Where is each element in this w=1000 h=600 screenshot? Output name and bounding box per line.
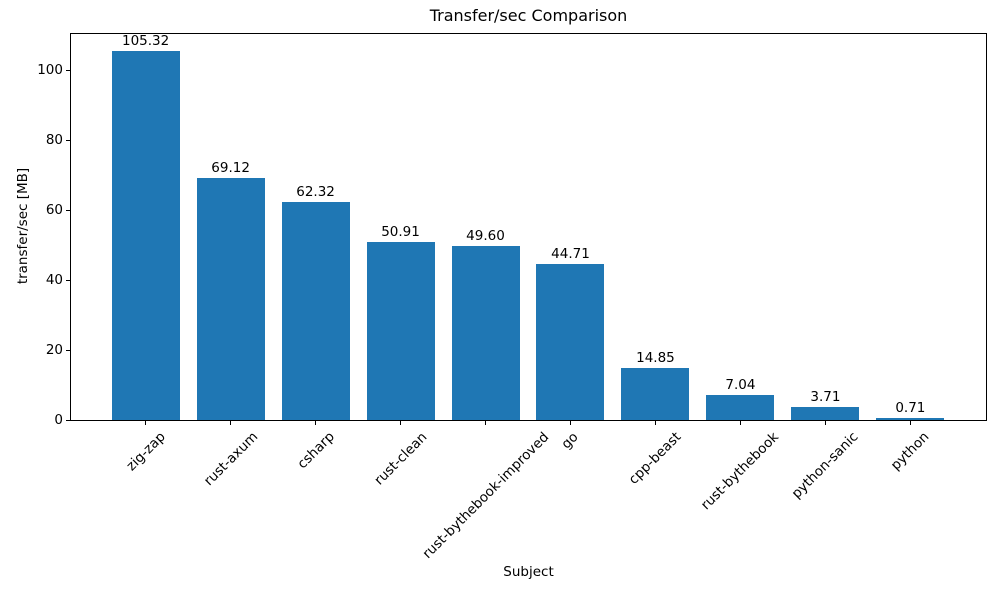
bar-rust-bythebook-improved bbox=[451, 246, 520, 420]
y-tick-label: 80 bbox=[45, 132, 63, 149]
y-tick-label: 100 bbox=[37, 62, 63, 79]
y-tick-mark bbox=[66, 209, 70, 211]
bar-rust-bythebook bbox=[706, 395, 775, 420]
x-tick-mark bbox=[739, 421, 741, 425]
bar-rust-clean bbox=[366, 241, 435, 420]
y-tick-label: 60 bbox=[45, 202, 63, 219]
bar-rust-axum bbox=[196, 178, 265, 420]
x-tick-mark bbox=[315, 421, 317, 425]
chart-title: Transfer/sec Comparison bbox=[429, 6, 628, 25]
x-tick-mark bbox=[230, 421, 232, 425]
x-tick-label: rust-clean bbox=[370, 429, 430, 489]
bar-value-label: 44.71 bbox=[551, 245, 590, 262]
bar-go bbox=[536, 263, 605, 420]
bar-value-label: 14.85 bbox=[636, 350, 675, 367]
x-tick-label: rust-bythebook bbox=[698, 429, 783, 514]
x-tick-mark bbox=[400, 421, 402, 425]
bar-value-label: 3.71 bbox=[810, 389, 841, 406]
bar-python bbox=[876, 417, 945, 420]
bar-csharp bbox=[281, 201, 350, 420]
x-tick-label: go bbox=[558, 429, 583, 453]
x-axis-label: Subject bbox=[503, 564, 554, 580]
x-tick-mark bbox=[569, 421, 571, 425]
x-tick-label: zig-zap bbox=[122, 428, 169, 475]
x-tick-mark bbox=[654, 421, 656, 425]
x-tick-mark bbox=[909, 421, 911, 425]
x-tick-mark bbox=[824, 421, 826, 425]
x-tick-label: csharp bbox=[293, 428, 338, 473]
bar-cpp-beast bbox=[621, 368, 690, 420]
x-tick-label: cpp-beast bbox=[626, 429, 685, 488]
bar-value-label: 105.32 bbox=[122, 33, 170, 50]
y-tick-label: 0 bbox=[54, 412, 63, 428]
bar-value-label: 69.12 bbox=[211, 160, 250, 177]
bar-python-sanic bbox=[791, 407, 860, 420]
y-tick-mark bbox=[66, 69, 70, 71]
y-tick-label: 20 bbox=[45, 342, 63, 359]
x-tick-label: python bbox=[888, 428, 933, 474]
y-tick-mark bbox=[66, 279, 70, 281]
x-tick-mark bbox=[485, 421, 486, 425]
bar-value-label: 49.60 bbox=[466, 228, 505, 245]
y-axis-label: transfer/sec [MB] bbox=[15, 167, 31, 285]
x-tick-mark bbox=[145, 421, 147, 425]
bar-zig-zap bbox=[111, 51, 180, 420]
y-tick-label: 40 bbox=[45, 272, 63, 289]
x-tick-label: rust-bythebook-improved bbox=[419, 429, 552, 562]
bar-value-label: 62.32 bbox=[296, 183, 335, 200]
y-tick-mark bbox=[66, 139, 70, 141]
bar-value-label: 7.04 bbox=[725, 377, 756, 394]
bar-value-label: 0.71 bbox=[895, 399, 926, 416]
bar-value-label: 50.91 bbox=[381, 223, 420, 240]
x-tick-label: python-sanic bbox=[788, 428, 862, 502]
y-tick-mark bbox=[66, 419, 70, 421]
x-tick-label: rust-axum bbox=[200, 428, 261, 490]
y-tick-mark bbox=[66, 349, 70, 351]
